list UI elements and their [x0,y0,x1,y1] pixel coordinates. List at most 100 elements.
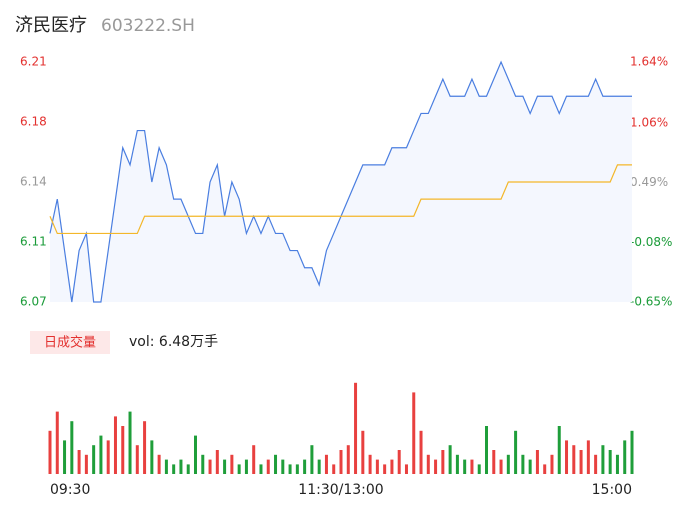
volume-bar [535,450,539,474]
volume-bar [63,440,67,474]
volume-bar [448,445,452,474]
volume-bar [455,454,459,474]
volume-bar [194,435,197,474]
volume-bar [186,464,190,474]
y-tick-label: 6.14 [20,175,47,189]
y-tick-label: 6.11 [20,235,47,249]
volume-bar [128,411,132,474]
volume-bar [172,464,176,474]
y-tick-label: 6.07 [20,295,47,309]
volume-bar [230,454,234,474]
volume-bar [594,454,598,474]
volume-bar [281,459,285,474]
volume-bar [419,430,423,474]
volume-bar [586,440,590,474]
volume-bar [303,459,307,474]
volume-bar [215,450,219,474]
volume-bar [375,459,379,474]
average-line [49,164,632,235]
volume-bar [252,445,256,474]
volume-bar [135,445,139,474]
volume-bar [310,445,314,474]
volume-bar [361,430,365,474]
volume-bar [274,454,278,474]
volume-bar [615,454,619,474]
volume-bar [295,464,299,474]
y2-tick-label: 0.49% [630,175,668,189]
volume-bar [324,454,328,474]
x-tick-label: 15:00 [592,482,632,498]
y2-tick-label: -0.08% [630,235,672,249]
volume-bar [237,464,241,474]
volume-bar [477,464,481,474]
volume-bar [48,430,52,474]
volume-bar [506,454,510,474]
volume-bar [99,435,103,474]
volume-tag-bg [30,331,110,354]
volume-bar [630,430,634,474]
volume-bar [543,464,547,474]
volume-bar [70,421,74,474]
volume-bar [55,411,59,474]
volume-bar [223,459,227,474]
volume-bar [179,459,183,474]
volume-bar [579,450,583,474]
volume-bar [550,454,554,474]
volume-bar [383,464,387,474]
volume-bar [266,459,270,474]
stock-code: 603222.SH [101,16,195,36]
volume-bar [441,450,445,474]
volume-bar [288,464,292,474]
volume-bar [514,430,518,474]
volume-bar [164,459,168,474]
volume-tag: 日成交量 [44,335,96,351]
volume-bar [528,459,532,474]
y2-tick-label: 1.06% [630,115,668,129]
y-tick-label: 6.21 [20,55,47,69]
volume-bar [332,464,336,474]
volume-bar [426,454,430,474]
volume-bar [150,440,154,474]
volume-bar [106,440,110,474]
price-area [50,62,632,302]
volume-bar [368,454,372,474]
volume-bar [77,450,81,474]
volume-bar [84,454,88,474]
y2-tick-label: 1.64% [630,55,668,69]
volume-bar [208,459,212,474]
volume-bar [113,416,117,474]
x-tick-label: 11:30/13:00 [298,482,383,498]
volume-bar [557,426,561,474]
volume-bar [470,459,474,474]
volume-bar [623,440,627,474]
volume-bar [608,450,612,474]
y2-tick-label: -0.65% [630,295,672,309]
volume-bar [463,459,467,474]
stock-name: 济民医疗 [15,15,87,36]
volume-bar [259,464,263,474]
volume-bar [339,450,343,474]
x-tick-label: 09:30 [50,482,90,498]
volume-bar [412,392,416,474]
volume-bar [572,445,576,474]
volume-bar [92,445,96,474]
volume-total: vol: 6.48万手 [129,334,218,350]
volume-bar [397,450,401,474]
volume-bar [317,459,321,474]
volume-bar [390,459,394,474]
volume-bar [244,459,248,474]
volume-bar [601,445,605,474]
volume-bar [492,450,496,474]
volume-bar [499,459,503,474]
volume-bar [485,426,488,474]
volume-bar [354,382,358,474]
volume-bar [157,454,161,474]
volume-bar [434,459,438,474]
y-tick-label: 6.18 [20,115,47,129]
volume-bar [565,440,569,474]
volume-bar [143,421,147,474]
volume-bar [201,454,205,474]
volume-bar [121,426,125,474]
volume-bar [404,464,408,474]
